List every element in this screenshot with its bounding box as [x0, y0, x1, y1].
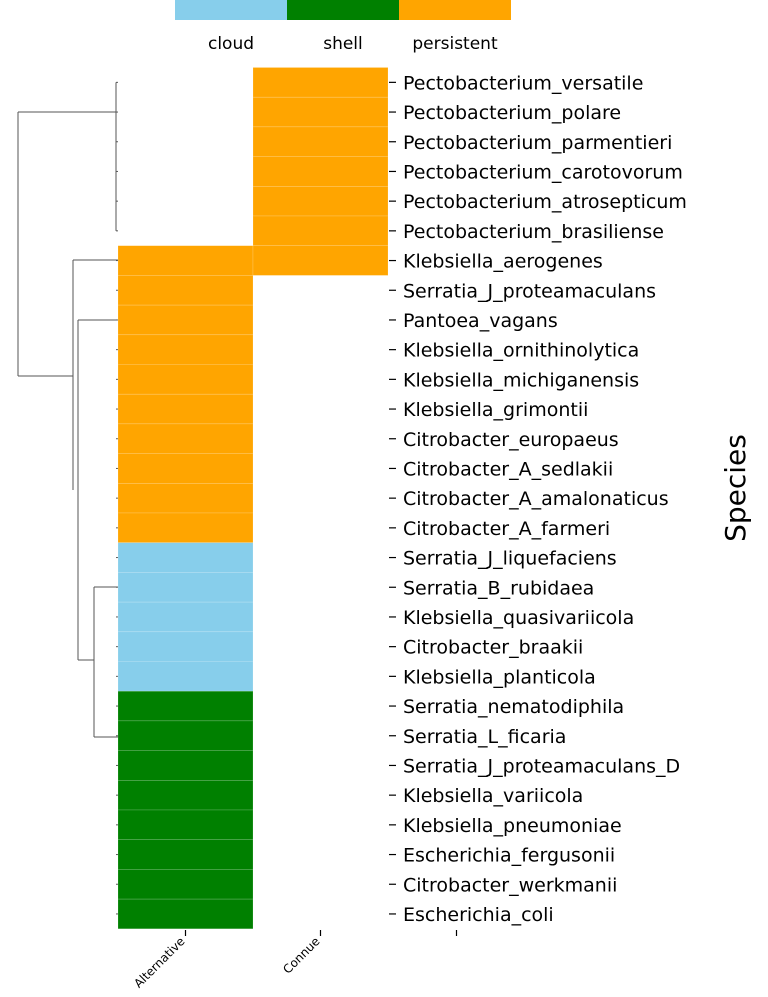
- row-label: Pectobacterium_atrosepticum: [403, 191, 687, 213]
- row-dendrogram: [17, 81, 118, 915]
- legend-swatch-cloud: [175, 0, 287, 20]
- heatmap-cell: [117, 779, 254, 811]
- heatmap-cell: [117, 245, 254, 276]
- legend: cloud shell persistent: [175, 0, 511, 54]
- heatmap-cells: [117, 67, 389, 930]
- row-label: Pectobacterium_carotovorum: [403, 161, 683, 183]
- row-label: Citrobacter_A_farmeri: [403, 518, 610, 540]
- heatmap-cell: [117, 393, 254, 425]
- row-label: Escherichia_coli: [403, 904, 554, 926]
- heatmap-cell: [117, 690, 254, 722]
- row-labels: Pectobacterium_versatile Pectobacterium_p…: [403, 72, 687, 926]
- row-label: Serratia_nematodiphila: [403, 696, 624, 718]
- heatmap-cell: [252, 215, 389, 247]
- heatmap-cell: [117, 512, 254, 544]
- row-label: Serratia_J_proteamaculans_D: [403, 755, 680, 777]
- y-axis-title: Species: [719, 434, 752, 542]
- row-ticks: [389, 81, 396, 915]
- heatmap-cell: [117, 601, 254, 633]
- column-label: Connue: [280, 934, 322, 976]
- legend-label-persistent: persistent: [412, 34, 498, 54]
- heatmap-cell: [117, 720, 254, 751]
- row-label: Klebsiella_michiganensis: [403, 369, 639, 391]
- row-label: Serratia_L_ficaria: [403, 726, 566, 748]
- heatmap-cell: [117, 869, 254, 900]
- row-label: Pectobacterium_parmentieri: [403, 132, 672, 154]
- heatmap-cell: [117, 482, 254, 514]
- heatmap-cell: [117, 304, 254, 336]
- heatmap-cell: [117, 542, 254, 573]
- row-label: Klebsiella_pneumoniae: [403, 815, 622, 837]
- row-label: Serratia_B_rubidaea: [403, 577, 594, 599]
- row-label: Klebsiella_variicola: [403, 785, 583, 807]
- heatmap-cell: [252, 245, 389, 276]
- row-label: Citrobacter_braakii: [403, 637, 583, 659]
- heatmap-cell: [117, 898, 254, 930]
- heatmap-cell: [117, 572, 254, 603]
- legend-swatch-persistent: [399, 0, 511, 20]
- row-label: Citrobacter_A_amalonaticus: [403, 488, 669, 510]
- legend-swatch-shell: [287, 0, 399, 20]
- heatmap-cell: [117, 661, 254, 692]
- heatmap-cell: [252, 67, 389, 98]
- heatmap-cell: [117, 750, 254, 781]
- row-label: Pantoea_vagans: [403, 310, 558, 332]
- row-label: Pectobacterium_versatile: [403, 72, 643, 94]
- heatmap-cell: [117, 364, 254, 395]
- legend-label-shell: shell: [323, 34, 363, 54]
- row-label: Citrobacter_werkmanii: [403, 874, 617, 896]
- row-label: Pectobacterium_brasiliense: [403, 221, 664, 243]
- heatmap-cell: [117, 839, 254, 870]
- row-label: Klebsiella_planticola: [403, 666, 596, 688]
- heatmap-cell: [117, 275, 254, 306]
- row-label: Serratia_J_proteamaculans: [403, 280, 656, 302]
- heatmap-cell: [252, 156, 389, 187]
- column-label: Alternative: [131, 934, 187, 990]
- heatmap-cell: [117, 334, 254, 365]
- heatmap-cell: [252, 126, 389, 157]
- heatmap-cell: [252, 96, 389, 128]
- legend-label-cloud: cloud: [208, 34, 254, 54]
- row-label: Klebsiella_grimontii: [403, 399, 588, 421]
- heatmap-cell: [252, 186, 389, 217]
- row-label: Pectobacterium_polare: [403, 102, 621, 124]
- row-label: Klebsiella_aerogenes: [403, 251, 603, 273]
- heatmap-cell: [117, 453, 254, 484]
- row-label: Citrobacter_europaeus: [403, 429, 619, 451]
- heatmap-cell: [117, 423, 254, 454]
- row-label: Klebsiella_ornithinolytica: [403, 340, 639, 362]
- heatmap-cell: [117, 809, 254, 841]
- heatmap-cell: [117, 631, 254, 662]
- row-label: Klebsiella_quasivariicola: [403, 607, 634, 629]
- row-label: Serratia_J_liquefaciens: [403, 548, 617, 570]
- row-label: Escherichia_fergusonii: [403, 845, 615, 867]
- column-labels: Alternative Connue: [131, 930, 458, 991]
- row-label: Citrobacter_A_sedlakii: [403, 458, 613, 480]
